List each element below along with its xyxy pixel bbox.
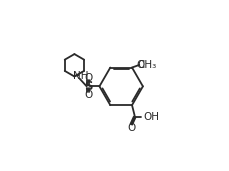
Text: CH₃: CH₃ xyxy=(136,60,155,70)
Text: O: O xyxy=(136,60,144,70)
Text: O: O xyxy=(84,90,92,100)
Text: NH: NH xyxy=(72,71,88,81)
Text: O: O xyxy=(84,73,92,83)
Text: O: O xyxy=(127,123,135,133)
Text: S: S xyxy=(84,80,92,93)
Text: OH: OH xyxy=(143,112,158,122)
